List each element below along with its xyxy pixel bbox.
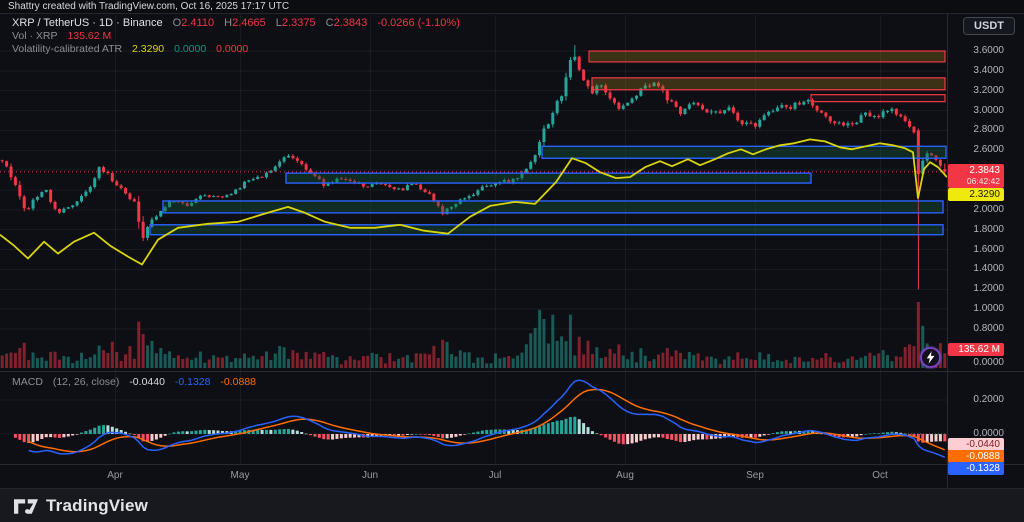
supply-zone[interactable]: [588, 50, 946, 63]
macd-layer: [13, 379, 947, 458]
price-axis-tick: 3.0000: [973, 104, 1004, 116]
open-value: 2.4110: [181, 17, 215, 29]
close-value: 2.3843: [333, 17, 368, 29]
demand-zone[interactable]: [149, 224, 944, 236]
attribution-banner: Shattry created with TradingView.com, Oc…: [0, 0, 1024, 14]
boost-lightning-button[interactable]: [918, 345, 943, 370]
lightning-icon: [926, 351, 935, 364]
volume-value-label: 135.62 M: [948, 343, 1004, 356]
atr-label: Volatility-calibrated ATR: [12, 43, 123, 55]
macd-label: MACD: [12, 376, 43, 388]
price-axis-tick: 1.4000: [973, 263, 1004, 275]
atr-price-label: 2.3290: [948, 188, 1004, 201]
price-axis-tick: 2.6000: [973, 144, 1004, 156]
change-value: -0.0266 (-1.10%): [377, 17, 460, 29]
price-axis-tick: 1.6000: [973, 243, 1004, 255]
atr-line: [0, 138, 948, 266]
atr-delta-up: 0.0000: [174, 43, 207, 55]
low-value: 2.3375: [281, 17, 316, 29]
demand-zone[interactable]: [162, 200, 944, 214]
macd-params: (12, 26, close): [52, 376, 120, 388]
demand-zone[interactable]: [285, 172, 812, 184]
time-axis-month: Jun: [361, 470, 379, 481]
price-axis-tick: 0.8000: [973, 323, 1004, 335]
separators-layer: [0, 14, 1024, 488]
volume-legend: Vol · XRP 135.62 M: [12, 30, 118, 42]
price-axis-tick: 1.2000: [973, 283, 1004, 295]
high-label: H: [224, 17, 233, 29]
volume-value: 135.62 M: [67, 30, 112, 42]
price-axis-tick: 3.4000: [973, 64, 1004, 76]
macd-hist-value: -0.0440: [129, 376, 165, 388]
time-axis-month: May: [230, 470, 250, 481]
high-value: 2.4665: [232, 17, 266, 29]
time-axis-month: Jul: [488, 470, 502, 481]
tradingview-logo[interactable]: TradingView: [14, 496, 148, 516]
symbol-title: XRP / TetherUS · 1D · Binance: [12, 17, 163, 29]
atr-legend: Volatility-calibrated ATR 2.3290 0.0000 …: [12, 43, 255, 55]
price-axis[interactable]: 2.3843 06:42:42 2.3290 0.0000 135.62 M -…: [948, 14, 1024, 488]
footer-bar: TradingView: [0, 488, 1024, 522]
last-price-label: 2.3843 06:42:42: [948, 164, 1004, 188]
atr-value: 2.3290: [132, 43, 165, 55]
time-axis-month: Oct: [872, 470, 888, 481]
volume-layer: [0, 302, 947, 368]
macd-axis-tick: 0.0000: [973, 428, 1004, 439]
macd-signal-value: -0.0888: [220, 376, 257, 388]
zones-layer: [149, 50, 947, 236]
open-label: O: [172, 17, 182, 29]
price-axis-tick: 1.8000: [973, 223, 1004, 235]
volume-label: Vol · XRP: [12, 30, 58, 42]
macd-main-line: [28, 379, 946, 458]
currency-toggle-button[interactable]: USDT: [963, 17, 1015, 35]
tradingview-logo-icon: [14, 498, 38, 514]
macd-signal-label: -0.0888: [948, 450, 1004, 463]
macd-signal-line: [28, 388, 946, 453]
price-axis-tick: 1.0000: [973, 303, 1004, 315]
macd-axis-tick: 0.2000: [973, 394, 1004, 405]
demand-zone[interactable]: [541, 145, 947, 159]
atr-delta-down: 0.0000: [216, 43, 249, 55]
time-axis[interactable]: Apr May Jun Jul Aug Sep Oct: [0, 464, 947, 487]
price-axis-tick: 3.6000: [973, 45, 1004, 56]
price-axis-tick: 2.0000: [973, 203, 1004, 215]
symbol-legend: XRP / TetherUS · 1D · Binance O2.4110 H2…: [12, 17, 467, 29]
macd-legend: MACD (12, 26, close) -0.0440 -0.1328 -0.…: [12, 376, 263, 388]
tradingview-logo-text: TradingView: [46, 496, 149, 515]
time-axis-month: Apr: [107, 470, 123, 481]
atr-line-layer: [0, 138, 948, 266]
time-axis-month: Sep: [746, 470, 764, 481]
price-axis-tick: 2.8000: [973, 124, 1004, 136]
low-label: L: [275, 17, 282, 29]
macd-line-value: -0.1328: [174, 376, 211, 388]
supply-zone[interactable]: [591, 77, 946, 91]
price-axis-tick: 3.2000: [973, 84, 1004, 96]
grid-layer: [0, 15, 947, 464]
supply-zone[interactable]: [810, 94, 946, 103]
last-price-value: 2.3843: [969, 165, 1000, 176]
time-axis-month: Aug: [616, 470, 634, 481]
volume-zero-tick: 0.0000: [973, 357, 1004, 368]
macd-line-label: -0.1328: [948, 462, 1004, 475]
close-label: C: [325, 17, 334, 29]
bar-countdown: 06:42:42: [966, 176, 1000, 186]
macd-hist-label: -0.0440: [948, 438, 1004, 451]
